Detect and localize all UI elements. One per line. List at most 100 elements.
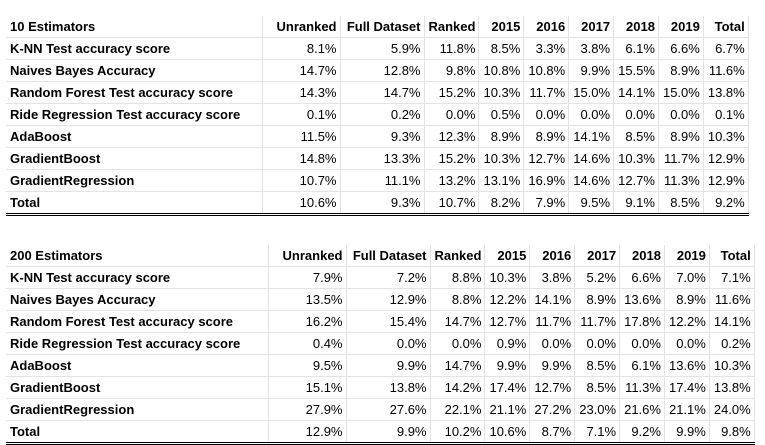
table-cell[interactable]: 0.0% xyxy=(529,332,576,355)
table-cell[interactable]: 9.9% xyxy=(568,59,615,82)
row-label[interactable]: K-NN Test accuracy score xyxy=(6,266,269,289)
table-cell[interactable]: 14.7% xyxy=(430,354,486,377)
column-header[interactable]: 2015 xyxy=(484,245,531,267)
table-cell[interactable]: 13.8% xyxy=(709,376,755,399)
table-cell[interactable]: 9.3% xyxy=(340,125,425,148)
column-header[interactable]: Unranked xyxy=(268,245,347,267)
table-cell[interactable]: 0.9% xyxy=(484,332,531,355)
table-cell[interactable]: 21.6% xyxy=(619,398,665,421)
table-cell[interactable]: 8.9% xyxy=(478,125,525,148)
row-label[interactable]: Total xyxy=(6,420,269,445)
table-cell[interactable]: 0.0% xyxy=(430,332,486,355)
table-cell[interactable]: 11.7% xyxy=(523,81,570,104)
table-cell[interactable]: 17.8% xyxy=(619,310,665,333)
table-cell[interactable]: 9.2% xyxy=(703,191,749,216)
table-cell[interactable]: 3.3% xyxy=(523,37,570,60)
table-cell[interactable]: 15.5% xyxy=(613,59,659,82)
table-cell[interactable]: 10.8% xyxy=(523,59,570,82)
table-cell[interactable]: 8.9% xyxy=(658,125,704,148)
table-cell[interactable]: 9.5% xyxy=(268,354,347,377)
table-cell[interactable]: 10.7% xyxy=(262,169,341,192)
table-cell[interactable]: 11.7% xyxy=(529,310,576,333)
table-cell[interactable]: 14.1% xyxy=(709,310,755,333)
table-cell[interactable]: 15.2% xyxy=(424,147,480,170)
table-cell[interactable]: 12.3% xyxy=(424,125,480,148)
table-cell[interactable]: 0.0% xyxy=(619,332,665,355)
table-cell[interactable]: 9.1% xyxy=(613,191,659,216)
table-cell[interactable]: 7.2% xyxy=(346,266,431,289)
table-cell[interactable]: 14.7% xyxy=(430,310,486,333)
table-cell[interactable]: 9.9% xyxy=(346,354,431,377)
table-cell[interactable]: 11.7% xyxy=(574,310,621,333)
table-cell[interactable]: 0.0% xyxy=(664,332,710,355)
table-cell[interactable]: 14.7% xyxy=(262,59,341,82)
table-cell[interactable]: 13.8% xyxy=(703,81,749,104)
table-cell[interactable]: 8.9% xyxy=(658,59,704,82)
table-cell[interactable]: 14.7% xyxy=(340,81,425,104)
table-cell[interactable]: 22.1% xyxy=(430,398,486,421)
table-cell[interactable]: 12.2% xyxy=(484,288,531,311)
table-title[interactable]: 10 Estimators xyxy=(6,16,263,38)
row-label[interactable]: Naives Bayes Accuracy xyxy=(6,59,263,82)
table-cell[interactable]: 0.5% xyxy=(478,103,525,126)
table-cell[interactable]: 0.4% xyxy=(268,332,347,355)
table-cell[interactable]: 13.6% xyxy=(619,288,665,311)
table-cell[interactable]: 10.3% xyxy=(613,147,659,170)
row-label[interactable]: GradientRegression xyxy=(6,169,263,192)
table-cell[interactable]: 8.8% xyxy=(430,288,486,311)
row-label[interactable]: K-NN Test accuracy score xyxy=(6,37,263,60)
column-header[interactable]: Full Dataset xyxy=(346,245,431,267)
table-cell[interactable]: 11.7% xyxy=(658,147,704,170)
column-header[interactable]: 2018 xyxy=(613,16,659,38)
column-header[interactable]: Ranked xyxy=(430,245,486,267)
table-cell[interactable]: 8.5% xyxy=(478,37,525,60)
table-cell[interactable]: 0.0% xyxy=(568,103,615,126)
table-cell[interactable]: 15.1% xyxy=(268,376,347,399)
table-cell[interactable]: 7.1% xyxy=(574,420,621,445)
table-cell[interactable]: 13.5% xyxy=(268,288,347,311)
column-header[interactable]: Unranked xyxy=(262,16,341,38)
table-cell[interactable]: 0.1% xyxy=(262,103,341,126)
table-cell[interactable]: 6.7% xyxy=(703,37,749,60)
table-cell[interactable]: 12.9% xyxy=(703,169,749,192)
table-cell[interactable]: 10.3% xyxy=(478,81,525,104)
table-cell[interactable]: 5.2% xyxy=(574,266,621,289)
table-cell[interactable]: 8.5% xyxy=(613,125,659,148)
table-cell[interactable]: 6.1% xyxy=(619,354,665,377)
column-header[interactable]: 2018 xyxy=(619,245,665,267)
table-cell[interactable]: 11.1% xyxy=(340,169,425,192)
table-cell[interactable]: 10.3% xyxy=(709,354,755,377)
table-cell[interactable]: 13.3% xyxy=(340,147,425,170)
table-cell[interactable]: 0.0% xyxy=(613,103,659,126)
row-label[interactable]: Ride Regression Test accuracy score xyxy=(6,103,263,126)
table-cell[interactable]: 12.2% xyxy=(664,310,710,333)
column-header[interactable]: 2019 xyxy=(664,245,710,267)
row-label[interactable]: GradientBoost xyxy=(6,376,269,399)
table-cell[interactable]: 15.0% xyxy=(658,81,704,104)
table-cell[interactable]: 9.3% xyxy=(340,191,425,216)
table-cell[interactable]: 21.1% xyxy=(664,398,710,421)
table-cell[interactable]: 13.1% xyxy=(478,169,525,192)
table-cell[interactable]: 0.0% xyxy=(424,103,480,126)
table-cell[interactable]: 12.7% xyxy=(523,147,570,170)
table-cell[interactable]: 5.9% xyxy=(340,37,425,60)
table-cell[interactable]: 6.6% xyxy=(658,37,704,60)
table-cell[interactable]: 27.6% xyxy=(346,398,431,421)
column-header[interactable]: Total xyxy=(709,245,755,267)
table-cell[interactable]: 9.9% xyxy=(346,420,431,445)
table-cell[interactable]: 10.2% xyxy=(430,420,486,445)
table-cell[interactable]: 8.9% xyxy=(523,125,570,148)
table-cell[interactable]: 8.9% xyxy=(574,288,621,311)
row-label[interactable]: Ride Regression Test accuracy score xyxy=(6,332,269,355)
table-cell[interactable]: 14.1% xyxy=(568,125,615,148)
table-cell[interactable]: 6.1% xyxy=(613,37,659,60)
table-cell[interactable]: 9.5% xyxy=(568,191,615,216)
column-header[interactable]: 2016 xyxy=(523,16,570,38)
table-cell[interactable]: 11.6% xyxy=(709,288,755,311)
row-label[interactable]: Random Forest Test accuracy score xyxy=(6,310,269,333)
table-cell[interactable]: 23.0% xyxy=(574,398,621,421)
table-cell[interactable]: 14.3% xyxy=(262,81,341,104)
table-cell[interactable]: 0.0% xyxy=(574,332,621,355)
table-cell[interactable]: 9.9% xyxy=(664,420,710,445)
table-cell[interactable]: 11.6% xyxy=(703,59,749,82)
